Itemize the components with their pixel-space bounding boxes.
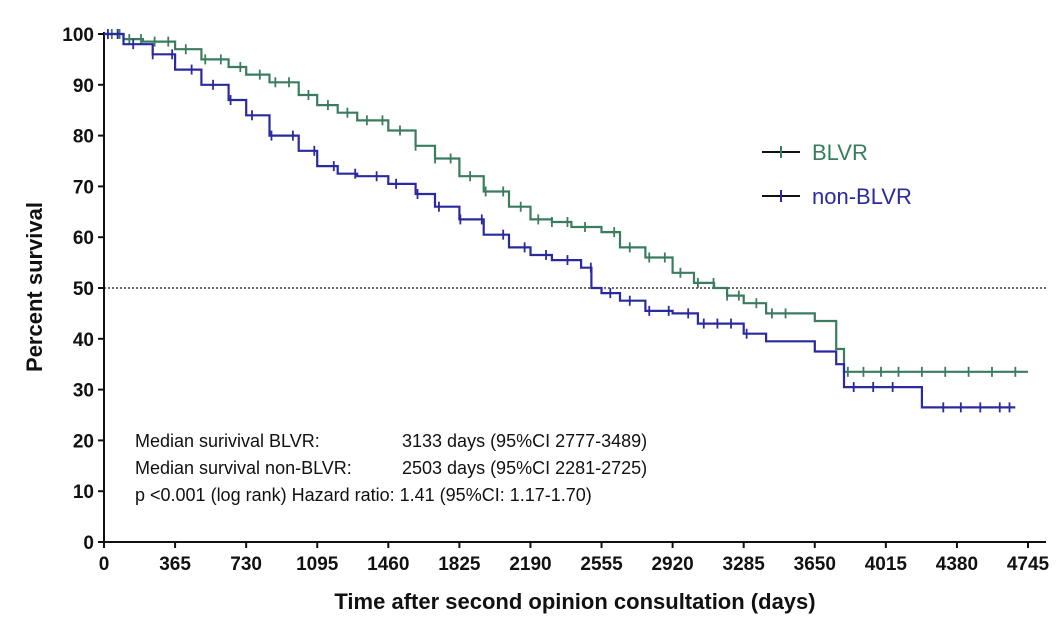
legend: BLVR non-BLVR: [762, 140, 912, 209]
x-axis-ticks: 0 365 730 1095 1460 1825 2190 2555 2920 3285 3650 4…: [99, 542, 1050, 575]
x-tick-label: 2190: [509, 554, 551, 575]
survival-curves: [104, 29, 1028, 413]
series-blvr-group: [104, 29, 1028, 377]
y-tick-label: 20: [73, 431, 94, 452]
x-tick-label: 730: [230, 554, 262, 575]
statistics-annotation: Median surivival BLVR: 3133 days (95%CI 2…: [135, 431, 647, 505]
y-tick-label: 40: [73, 330, 94, 351]
y-tick-label: 90: [73, 76, 94, 97]
x-tick-label: 4745: [1007, 554, 1050, 575]
annotation-label: Median surivival BLVR:: [135, 431, 320, 451]
x-tick-label: 3285: [723, 554, 766, 575]
legend-label: non-BLVR: [812, 184, 912, 209]
x-tick-label: 0: [99, 554, 110, 575]
y-tick-label: 10: [73, 482, 94, 503]
survival-line-blvr: [104, 32, 1028, 373]
y-axis-title: Percent survival: [22, 202, 47, 372]
x-axis-title: Time after second opinion consultation (…: [334, 589, 815, 614]
annotation-value: 3133 days (95%CI 2777-3489): [402, 431, 647, 451]
legend-label: BLVR: [812, 140, 868, 165]
y-tick-label: 70: [73, 177, 94, 198]
x-tick-label: 3650: [794, 554, 836, 575]
y-tick-label: 60: [73, 228, 94, 249]
legend-item-blvr: BLVR: [762, 140, 868, 165]
y-tick-label: 80: [73, 127, 94, 148]
x-tick-label: 2920: [651, 554, 693, 575]
y-tick-label: 50: [73, 279, 94, 300]
series-non-blvr-group: [104, 29, 1016, 413]
y-tick-label: 100: [62, 25, 94, 46]
annotation-label: Median survival non-BLVR:: [135, 458, 352, 478]
legend-item-non-blvr: non-BLVR: [762, 184, 912, 209]
x-tick-label: 4015: [865, 554, 908, 575]
y-axis-ticks: 0 10 20 30 40 50 60 70 80 90 100: [62, 25, 104, 554]
x-tick-label: 1095: [296, 554, 339, 575]
x-tick-label: 1825: [438, 554, 481, 575]
x-tick-label: 365: [159, 554, 191, 575]
y-tick-label: 0: [83, 533, 94, 554]
x-tick-label: 1460: [367, 554, 409, 575]
annotation-value: 2503 days (95%CI 2281-2725): [402, 458, 647, 478]
x-tick-label: 4380: [936, 554, 978, 575]
x-tick-label: 2555: [580, 554, 623, 575]
y-tick-label: 30: [73, 381, 94, 402]
survival-line-non-blvr: [104, 32, 1016, 409]
annotation-label: p <0.001 (log rank) Hazard ratio: 1.41 (…: [135, 485, 592, 505]
